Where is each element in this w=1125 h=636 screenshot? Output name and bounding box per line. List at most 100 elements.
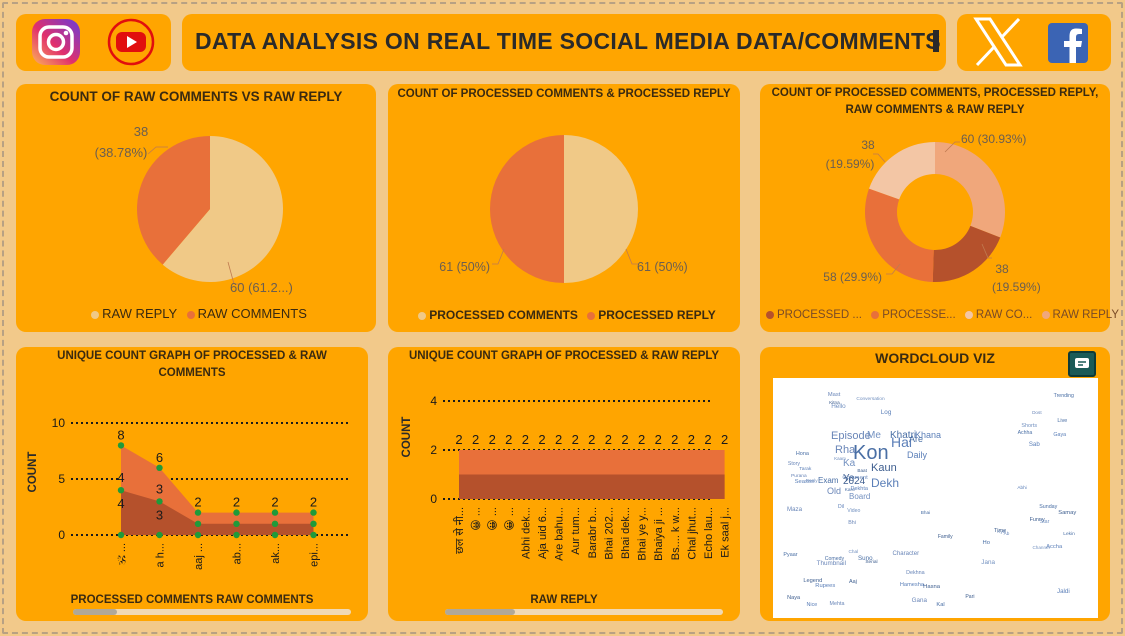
legend-donut-3[interactable]: RAW CO... (975, 309, 1033, 321)
area1-point-top-3[interactable] (233, 509, 240, 516)
area1-point-bottom-5[interactable] (310, 520, 317, 527)
wordcloud-word: Hai (891, 434, 913, 450)
wordcloud-word: Accha (1046, 543, 1063, 550)
wordcloud-word: Family (937, 534, 953, 541)
legend-raw-comments[interactable]: RAW COMMENTS (197, 306, 307, 321)
wordcloud-word: Hasna (923, 584, 941, 591)
legend-donut-1[interactable]: PROCESSED ... (777, 309, 862, 321)
area1-point-base-1[interactable] (156, 531, 163, 539)
area2-xtick-3: 😀 ... (504, 507, 516, 531)
area2-ytick-2: 2 (430, 443, 437, 457)
legend-donut-2[interactable]: PROCESSE... (882, 309, 956, 321)
donut-title-line2: RAW COMMENTS & RAW REPLY (845, 104, 1025, 116)
pie1-label-raw-reply: 60 (61.2...) (230, 280, 293, 295)
area1-point-top-4[interactable] (271, 509, 279, 516)
instagram-logo-icon (32, 19, 80, 65)
legend-processed-comments[interactable]: PROCESSED COMMENTS (429, 308, 578, 322)
area1-point-bottom-3[interactable] (233, 520, 240, 527)
area1-point-bottom-0[interactable] (117, 487, 125, 494)
area1-point-bottom-4[interactable] (271, 520, 279, 527)
wordcloud-word: Sab (1028, 440, 1040, 448)
pie1-label-raw-comments-value: 38 (134, 124, 148, 139)
area2-xtick-2: 😀 ... (487, 507, 499, 531)
area2-label-top-13: 2 (671, 432, 678, 447)
area1-point-top-1[interactable] (156, 464, 163, 471)
pie1-leader-raw-comments (147, 146, 168, 155)
donut-label-processed-comments-pct: (19.59%) (992, 280, 1041, 294)
area1-point-base-4[interactable] (271, 531, 279, 539)
wordcloud-word: Naya (787, 595, 801, 602)
area2-label-top-1: 2 (472, 432, 479, 447)
pie1-slice-raw-comments[interactable] (136, 136, 210, 265)
donut-slice-processed-reply[interactable] (865, 188, 934, 282)
wordcloud-word: Ab (1003, 531, 1010, 537)
wordcloud-word: Serial (865, 559, 878, 565)
wordcloud-word: Comedy (824, 555, 845, 562)
area1-scrollbar[interactable] (73, 609, 351, 615)
area1-point-top-2[interactable] (194, 509, 202, 516)
processed-pie-title: COUNT OF PROCESSED COMMENTS & PROCESSED … (397, 88, 731, 100)
wordcloud-word: Dekh (871, 476, 900, 490)
visual-comment-button[interactable] (1068, 351, 1096, 377)
area1-label-top-2: 2 (194, 495, 201, 510)
wordcloud-word: Episode (831, 430, 871, 442)
wordcloud-word: Conversation (856, 397, 885, 403)
area1-point-bottom-2[interactable] (194, 520, 202, 527)
wordcloud-word: Kya (997, 530, 1006, 536)
area1-xtick-5: epi... (309, 543, 321, 567)
area2-label-top-3: 2 (505, 432, 512, 447)
wordcloud-word: Karo (844, 487, 855, 493)
donut-slice-raw-reply[interactable] (935, 142, 1005, 238)
area1-point-top-0[interactable] (117, 442, 125, 449)
area1-point-base-3[interactable] (233, 531, 240, 539)
donut-slice-raw-comments[interactable] (869, 142, 935, 200)
wordcloud-word: Kon (853, 442, 889, 464)
area1-point-base-2[interactable] (194, 531, 202, 539)
pie1-slice-raw-reply[interactable] (162, 136, 283, 282)
donut-slice-processed-comments[interactable] (932, 225, 1001, 282)
wordcloud-word: Character (892, 551, 920, 558)
area1-ytick-10: 10 (52, 416, 66, 430)
wordcloud-word: Dekhta (850, 485, 868, 492)
area2-label-top-10: 2 (621, 432, 628, 447)
wordcloud-word: Thumbnail (816, 560, 846, 568)
area1-point-bottom-1[interactable] (156, 498, 163, 505)
wordcloud-word: Rupees (815, 582, 836, 589)
pie2-slice-processed-reply[interactable] (490, 135, 564, 283)
wordcloud-word: Baat (857, 468, 867, 474)
processed-pie-chart: 61 (50%) 61 (50%) (439, 135, 688, 283)
legend-processed-reply[interactable]: PROCESSED REPLY (598, 308, 716, 322)
wordcloud-title: WORDCLOUD VIZ (875, 350, 995, 366)
area2-area-series-2 (459, 474, 725, 499)
title-banner (182, 14, 946, 71)
area2-label-top-11: 2 (638, 432, 645, 447)
wordcloud-word: Dekhna (906, 569, 925, 576)
legend-dot-processed-reply (587, 311, 596, 320)
wordcloud-word: Kal (936, 601, 945, 608)
legend-raw-reply[interactable]: RAW REPLY (102, 306, 177, 321)
wordcloud-word: Mast (827, 392, 841, 399)
area2-scroll-thumb[interactable] (445, 609, 515, 615)
area2-scrollbar[interactable] (445, 609, 723, 615)
pie2-slice-processed-comments[interactable] (564, 135, 638, 283)
wordcloud-word: Video (847, 507, 861, 514)
wordcloud-word: Hello (831, 402, 846, 410)
pie2-leader-left (492, 248, 505, 265)
wordcloud-word: Legend (803, 578, 823, 585)
legend-donut-4[interactable]: RAW REPLY (1052, 309, 1120, 321)
social-logos-right (957, 14, 1111, 71)
area1-point-base-0[interactable] (117, 531, 125, 539)
pie2-legend: PROCESSED COMMENTS PROCESSED REPLY (388, 308, 740, 322)
area1-point-top-5[interactable] (310, 509, 317, 516)
wordcloud-word: Bhi (848, 519, 856, 526)
wordcloud-word: Shorts (1021, 422, 1038, 429)
wordcloud-word: Trending (1053, 393, 1074, 400)
wordcloud-word: Hona (795, 451, 809, 458)
wordcloud-word: Gana (911, 597, 927, 605)
area1-point-base-5[interactable] (310, 531, 317, 539)
area2-ytick-0: 0 (430, 492, 437, 506)
donut-label-raw-comments-value: 38 (861, 138, 875, 152)
wordcloud-word: Are (909, 434, 924, 444)
area1-scroll-thumb[interactable] (73, 609, 117, 615)
